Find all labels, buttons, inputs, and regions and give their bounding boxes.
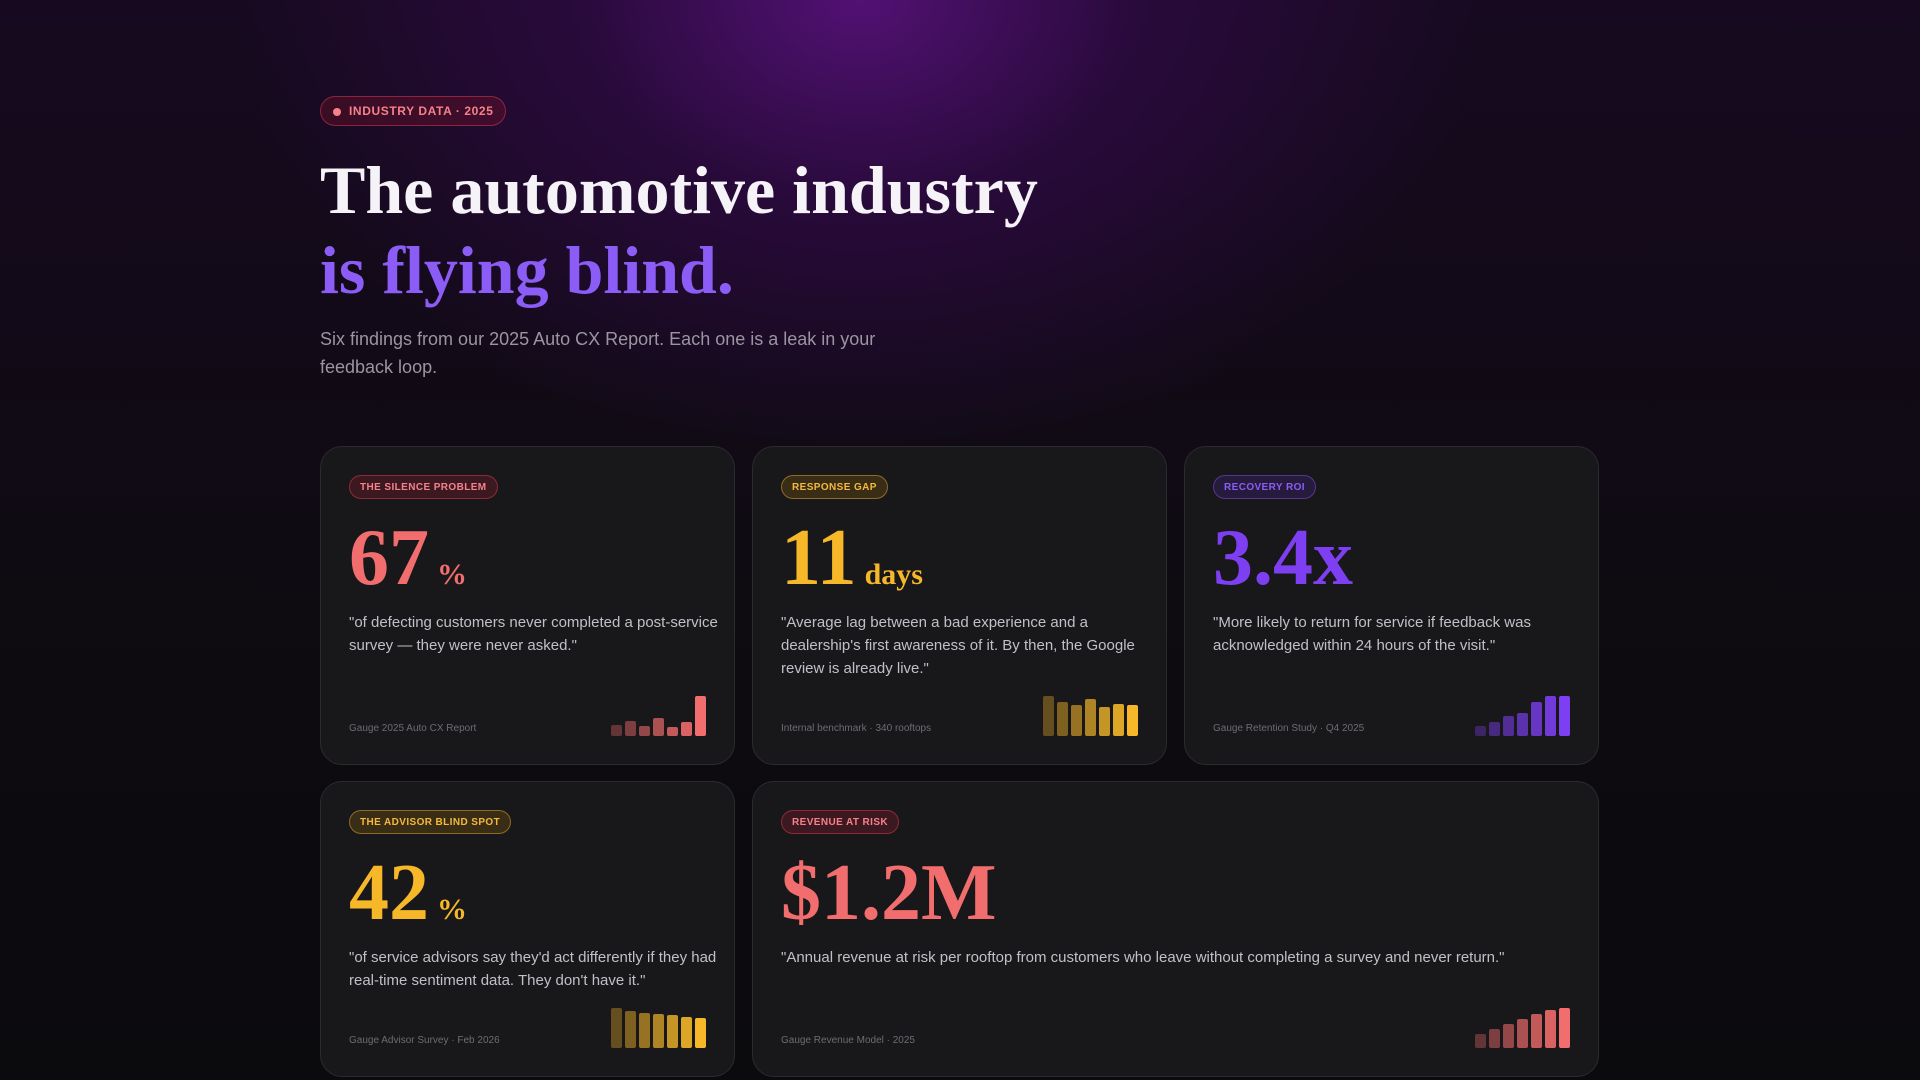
stat-card-response-gap: RESPONSE GAP 11 days "Average lag betwee… <box>752 446 1167 765</box>
card-source: Gauge Advisor Survey · Feb 2026 <box>349 1035 500 1046</box>
card-stat-value: 11 <box>781 514 857 602</box>
sparkline-bar <box>1517 1019 1528 1048</box>
sparkline-bar <box>611 1008 622 1048</box>
card-stat-value: 3.4x <box>1213 514 1353 602</box>
sparkline-bar <box>1057 702 1068 736</box>
industry-data-badge: INDUSTRY DATA · 2025 <box>320 96 507 126</box>
stat-card-revenue-at-risk: REVENUE AT RISK $1.2M "Annual revenue at… <box>752 781 1599 1077</box>
sparkline-bar <box>1559 1008 1570 1048</box>
card-tag: REVENUE AT RISK <box>781 810 900 834</box>
sparkline-bar <box>1545 1010 1556 1048</box>
card-stat-unit: % <box>437 893 467 926</box>
sparkline-bar <box>1489 1029 1500 1048</box>
sparkline-bar <box>695 1018 706 1048</box>
sparkline-bar <box>625 721 636 736</box>
card-source: Gauge 2025 Auto CX Report <box>349 723 477 734</box>
sparkline-bar <box>667 727 678 736</box>
sparkline-bar <box>611 725 622 736</box>
sparkline-bar <box>653 1014 664 1048</box>
sparkline-bar <box>1043 696 1054 736</box>
card-quote: "Annual revenue at risk per rooftop from… <box>781 949 1505 966</box>
card-sparkline <box>1475 1004 1570 1048</box>
card-sparkline <box>1475 692 1570 736</box>
card-stat-value: 67 <box>349 514 429 602</box>
sparkline-bar <box>1099 707 1110 736</box>
sparkline-bar <box>1503 1024 1514 1048</box>
card-tag: RECOVERY ROI <box>1213 475 1316 499</box>
stat-card-advisor-blind-spot: THE ADVISOR BLIND SPOT 42 % "of service … <box>320 781 735 1077</box>
card-stat: 11 days <box>781 513 923 603</box>
card-tag: RESPONSE GAP <box>781 475 888 499</box>
sparkline-bar <box>1531 702 1542 736</box>
card-stat-value: 42 <box>349 849 429 937</box>
card-tag: THE SILENCE PROBLEM <box>349 475 498 499</box>
card-quote: "Average lag between a bad experience an… <box>781 614 1135 677</box>
sparkline-bar <box>667 1015 678 1048</box>
card-sparkline <box>611 692 706 736</box>
hero-subtitle: Six findings from our 2025 Auto CX Repor… <box>320 329 876 377</box>
card-source: Gauge Revenue Model · 2025 <box>781 1035 915 1046</box>
card-quote: "of service advisors say they'd act diff… <box>349 949 717 989</box>
sparkline-bar <box>653 718 664 736</box>
sparkline-bar <box>1517 713 1528 736</box>
sparkline-bar <box>695 696 706 736</box>
sparkline-bar <box>1071 705 1082 736</box>
sparkline-bar <box>681 1017 692 1048</box>
hero-title: The automotive industry is flying blind. <box>320 150 1220 310</box>
card-sparkline <box>1043 692 1138 736</box>
card-quote: "of defecting customers never completed … <box>349 614 718 654</box>
card-stat: 67 % <box>349 513 467 603</box>
sparkline-bar <box>1127 705 1138 736</box>
card-stat-unit: % <box>437 558 467 591</box>
card-tag: THE ADVISOR BLIND SPOT <box>349 810 512 834</box>
card-stat-unit: days <box>864 558 923 591</box>
sparkline-bar <box>1489 722 1500 736</box>
status-dot-icon <box>333 108 341 116</box>
sparkline-bar <box>1545 696 1556 736</box>
hero-title-line1: The automotive industry <box>320 152 1038 228</box>
sparkline-bar <box>1531 1014 1542 1048</box>
sparkline-bar <box>639 1013 650 1048</box>
card-source: Internal benchmark · 340 rooftops <box>781 723 932 734</box>
sparkline-bar <box>1559 696 1570 736</box>
sparkline-bar <box>625 1011 636 1048</box>
card-stat: 3.4x <box>1213 513 1353 603</box>
hero-title-line2: is flying blind. <box>320 232 734 308</box>
sparkline-bar <box>681 722 692 736</box>
stat-card-recovery-roi: RECOVERY ROI 3.4x "More likely to return… <box>1184 446 1599 765</box>
card-quote: "More likely to return for service if fe… <box>1213 614 1531 654</box>
stat-card-silence-problem: THE SILENCE PROBLEM 67 % "of defecting c… <box>320 446 735 765</box>
sparkline-bar <box>1085 699 1096 736</box>
card-stat-value: $1.2M <box>781 849 997 937</box>
sparkline-bar <box>1475 1034 1486 1048</box>
sparkline-bar <box>1475 726 1486 736</box>
card-stat: 42 % <box>349 848 467 938</box>
card-sparkline <box>611 1004 706 1048</box>
sparkline-bar <box>639 726 650 736</box>
card-stat: $1.2M <box>781 848 997 938</box>
sparkline-bar <box>1113 704 1124 736</box>
sparkline-bar <box>1503 716 1514 736</box>
card-source: Gauge Retention Study · Q4 2025 <box>1213 723 1365 734</box>
industry-data-badge-label: INDUSTRY DATA · 2025 <box>349 104 494 118</box>
